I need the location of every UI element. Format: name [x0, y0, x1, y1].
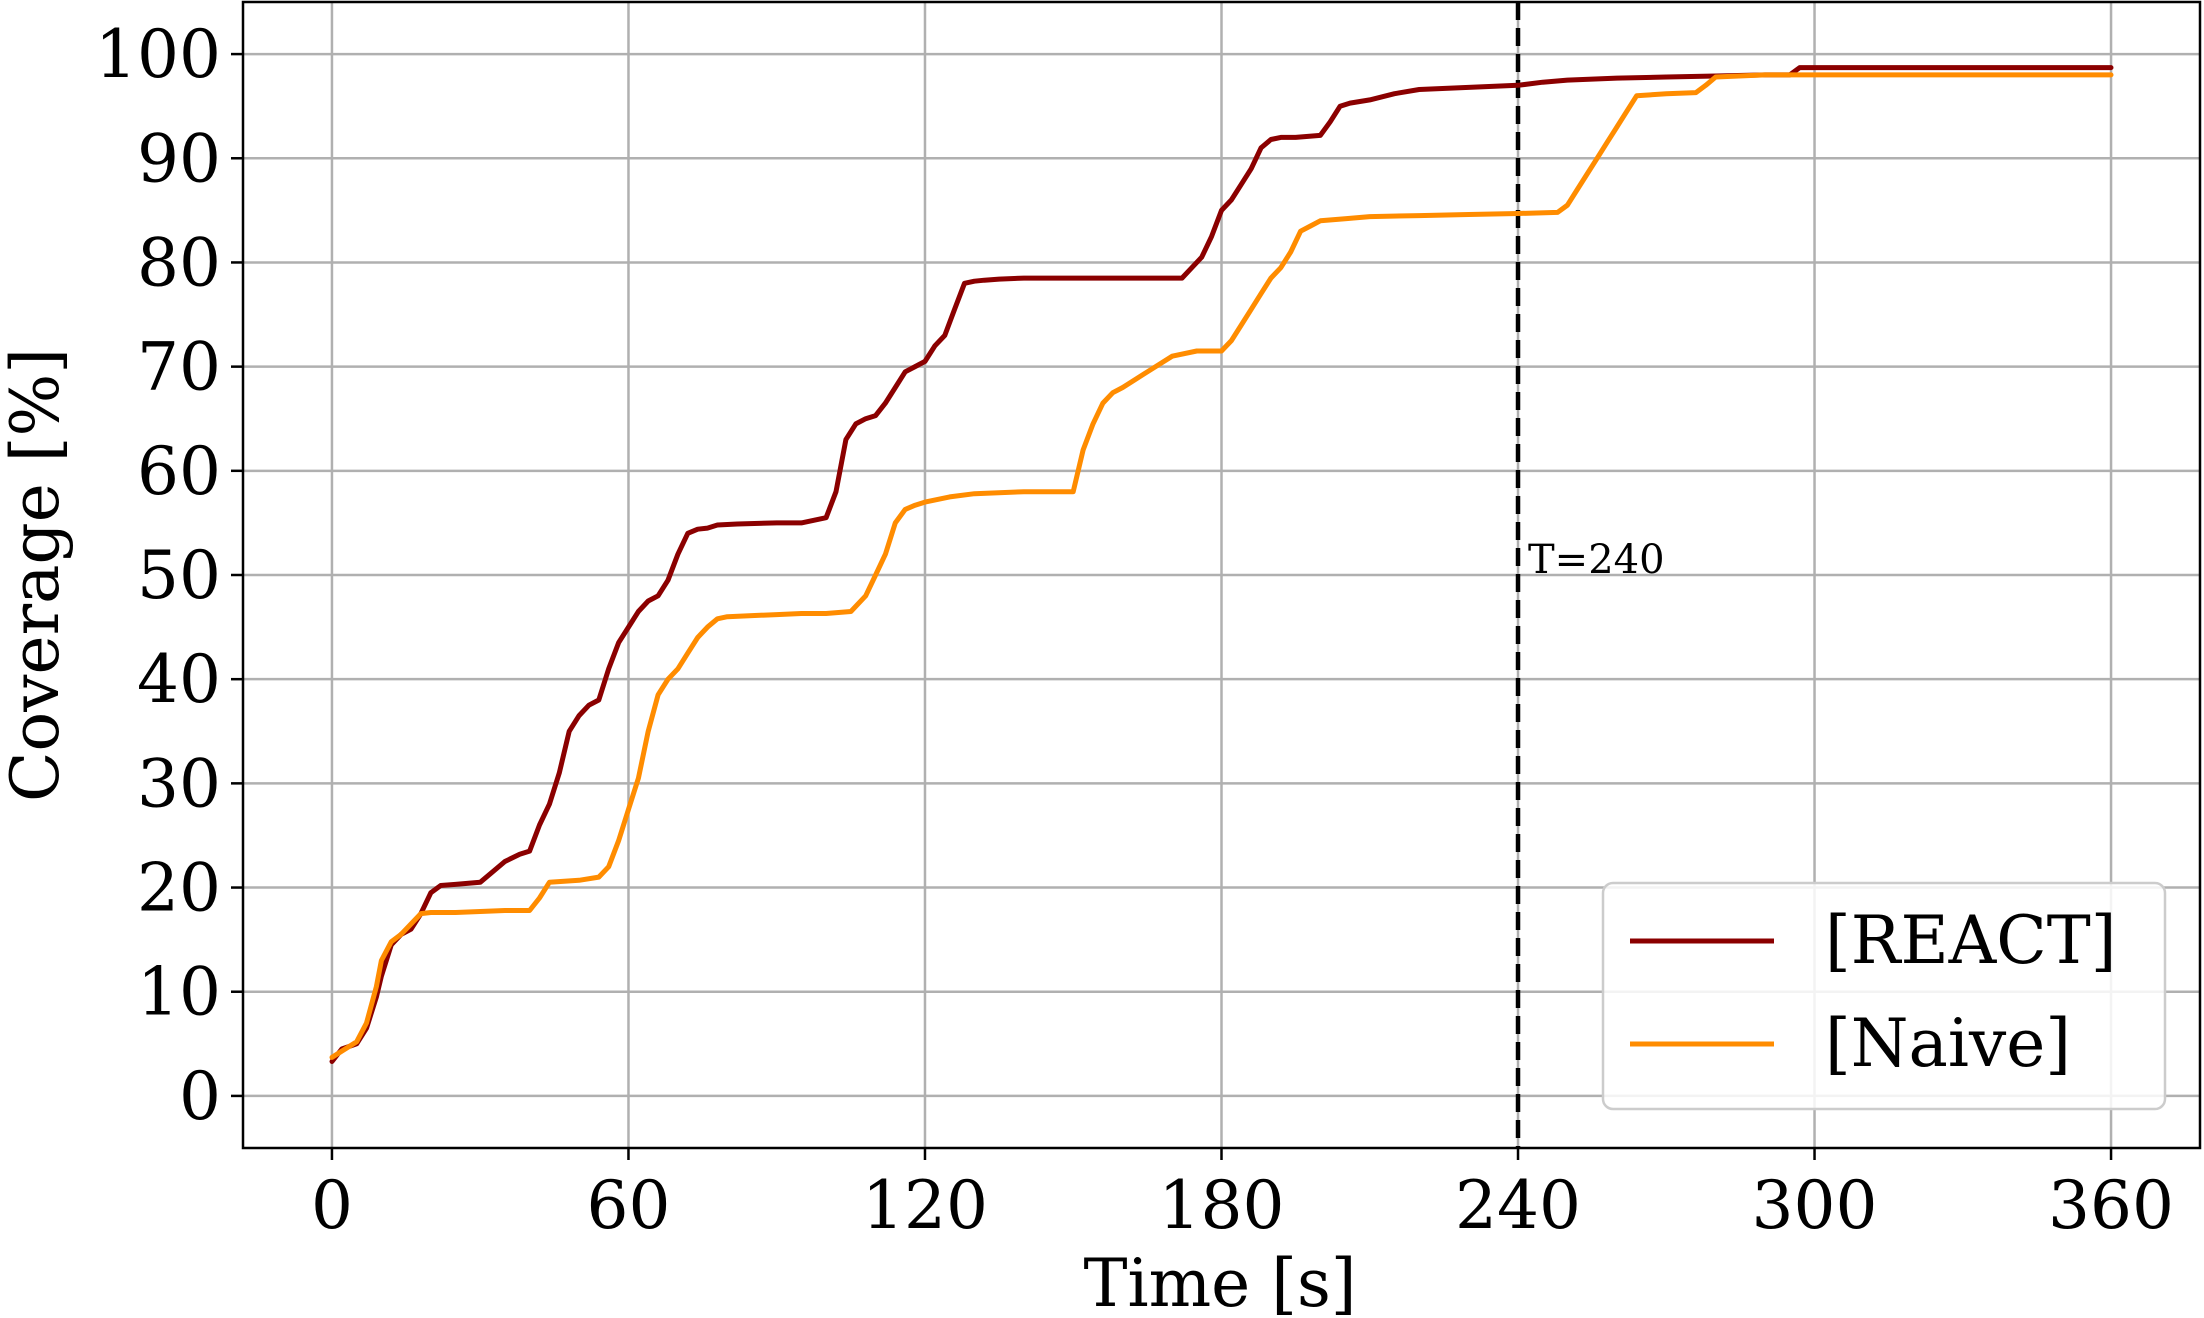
y-tick-label: 90	[137, 120, 221, 197]
y-tick-label: 40	[137, 641, 221, 718]
grid-lines	[243, 2, 2200, 1148]
x-axis-label: Time [s]	[1083, 1245, 1356, 1318]
y-tick-label: 80	[137, 224, 221, 301]
x-tick-label: 300	[1752, 1167, 1878, 1244]
x-tick-label: 0	[311, 1167, 353, 1244]
legend-label-naive: [Naive]	[1825, 1005, 2071, 1082]
legend-label-react: [REACT]	[1825, 902, 2117, 979]
x-tick-label: 60	[586, 1167, 670, 1244]
y-axis-label: Coverage [%]	[0, 348, 74, 802]
y-tick-label: 70	[137, 329, 221, 406]
x-tick-label: 360	[2048, 1167, 2174, 1244]
legend: [REACT] [Naive]	[1601, 881, 2167, 1111]
x-tick-label: 120	[862, 1167, 988, 1244]
series-line-naive	[329, 72, 2114, 1060]
y-tick-label: 100	[95, 16, 221, 93]
series-lines	[329, 65, 2114, 1064]
y-tick-label: 0	[179, 1058, 221, 1135]
y-tick-label: 60	[137, 433, 221, 510]
series-line-react	[329, 65, 2114, 1064]
axis-ticks: 0 60 120 180 240 300 360 0 10 20 30 40 50 60 70 80 90 100	[95, 16, 2174, 1244]
y-tick-label: 20	[137, 850, 221, 927]
y-tick-label: 30	[137, 745, 221, 822]
x-tick-label: 240	[1455, 1167, 1581, 1244]
y-tick-label: 50	[137, 537, 221, 614]
x-tick-label: 180	[1159, 1167, 1285, 1244]
threshold-annotation: T=240	[1528, 537, 1665, 583]
y-tick-label: 10	[137, 954, 221, 1031]
